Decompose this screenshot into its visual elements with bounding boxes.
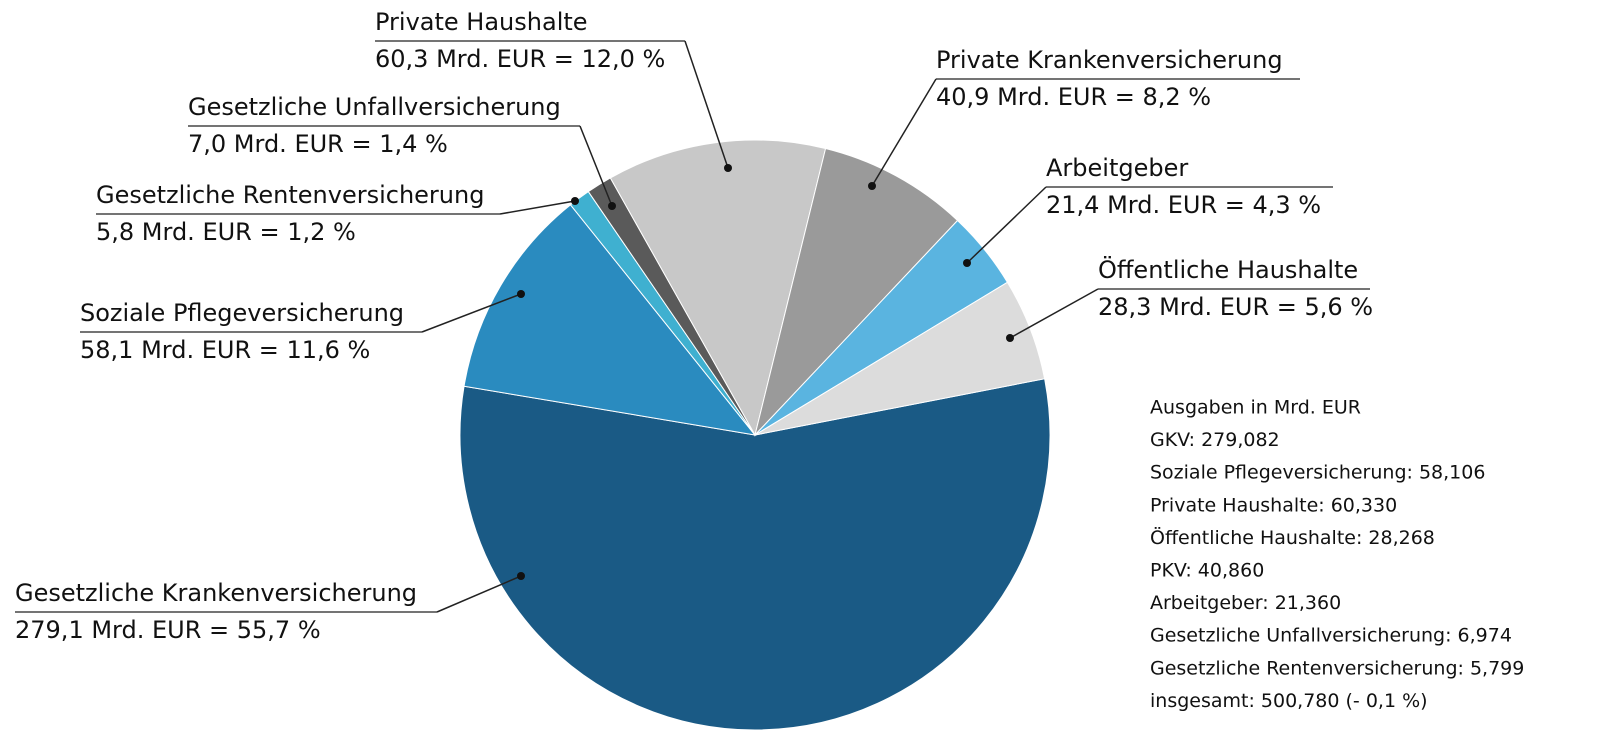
slice-label: Private Krankenversicherung xyxy=(936,46,1283,74)
pie-slice xyxy=(609,139,827,437)
pie-slice xyxy=(754,281,1046,436)
annotation-line: PKV: 40,860 xyxy=(1150,560,1264,582)
pie-slice xyxy=(463,204,757,436)
slice-label: Private Haushalte xyxy=(375,8,588,36)
slice-label: Soziale Pflegeversicherung xyxy=(80,299,404,327)
annotation-line: Öffentliche Haushalte: 28,268 xyxy=(1150,526,1435,549)
slice-value-label: 58,1 Mrd. EUR = 11,6 % xyxy=(80,336,370,364)
leader-dot xyxy=(868,182,876,190)
slice-value-label: 7,0 Mrd. EUR = 1,4 % xyxy=(188,130,448,158)
leader-dot xyxy=(571,197,579,205)
slice-value-label: 21,4 Mrd. EUR = 4,3 % xyxy=(1046,191,1321,219)
slice-label: Arbeitgeber xyxy=(1046,154,1188,182)
annotation-line: Ausgaben in Mrd. EUR xyxy=(1150,397,1361,419)
leader-dot xyxy=(963,259,971,267)
leader-dot xyxy=(517,572,525,580)
slice-value-label: 279,1 Mrd. EUR = 55,7 % xyxy=(15,616,321,644)
leader-line xyxy=(436,575,522,613)
leader-dot xyxy=(724,164,732,172)
annotation-line: GKV: 279,082 xyxy=(1150,429,1280,451)
annotation-line: Private Haushalte: 60,330 xyxy=(1150,494,1397,516)
pie-slice xyxy=(459,378,1051,731)
annotation-line: Soziale Pflegeversicherung: 58,106 xyxy=(1150,462,1485,484)
leader-line xyxy=(684,40,729,169)
leader-line xyxy=(421,293,522,333)
annotation-line: Gesetzliche Rentenversicherung: 5,799 xyxy=(1150,657,1524,679)
slice-label: Gesetzliche Unfallversicherung xyxy=(188,93,561,121)
leader-dot xyxy=(608,202,616,210)
slice-label: Gesetzliche Krankenversicherung xyxy=(15,579,417,607)
slice-value-label: 28,3 Mrd. EUR = 5,6 % xyxy=(1098,293,1373,321)
slice-label: Öffentliche Haushalte xyxy=(1098,255,1358,284)
leader-line xyxy=(966,186,1047,264)
annotation-line: Arbeitgeber: 21,360 xyxy=(1150,592,1341,614)
annotation-line: Gesetzliche Unfallversicherung: 6,974 xyxy=(1150,625,1512,647)
slice-value-label: 60,3 Mrd. EUR = 12,0 % xyxy=(375,45,665,73)
pie-slice xyxy=(754,147,959,437)
leader-line xyxy=(579,125,613,207)
leader-dot xyxy=(517,290,525,298)
annotation-line: insgesamt: 500,780 (- 0,1 %) xyxy=(1150,690,1428,712)
leader-dot xyxy=(1006,334,1014,342)
slice-value-label: 40,9 Mrd. EUR = 8,2 % xyxy=(936,83,1211,111)
leader-line xyxy=(871,78,937,187)
slice-value-label: 5,8 Mrd. EUR = 1,2 % xyxy=(96,218,356,246)
leader-line xyxy=(1009,288,1099,339)
leader-line xyxy=(499,200,576,215)
slice-label: Gesetzliche Rentenversicherung xyxy=(96,181,484,209)
